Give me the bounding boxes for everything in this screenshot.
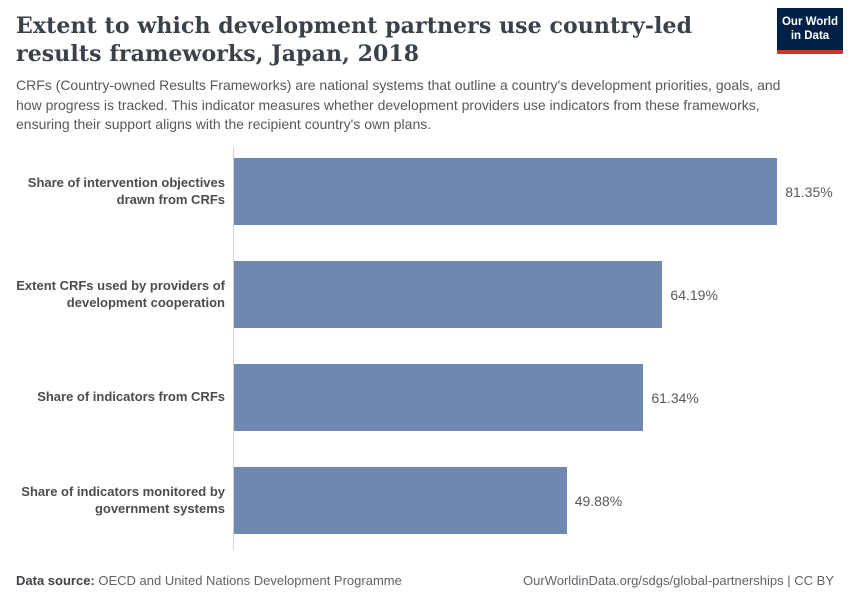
bar-row: Extent CRFs used by providers of develop… [0, 243, 850, 346]
owid-logo: Our World in Data [777, 8, 843, 54]
owid-logo-line1: Our World [781, 16, 838, 28]
y-axis-line [233, 147, 234, 551]
chart-subtitle: CRFs (Country-owned Results Frameworks) … [16, 77, 781, 132]
bar-row: Share of indicators from CRFs 61.34% [0, 346, 850, 449]
bar-rows: Share of intervention objectives drawn f… [0, 140, 850, 552]
attribution: OurWorldinData.org/sdgs/global-partnersh… [523, 573, 834, 588]
bar-zone: 64.19% [233, 243, 850, 346]
bar-row: Share of indicators monitored by governm… [0, 449, 850, 552]
data-source-label: Data source: [16, 573, 95, 588]
bar[interactable] [233, 261, 663, 329]
bar-row: Share of intervention objectives drawn f… [0, 140, 850, 243]
data-source: Data source: OECD and United Nations Dev… [16, 573, 402, 588]
owid-logo-line2: in Data [790, 30, 830, 43]
bar-zone: 61.34% [233, 346, 850, 449]
value-label: 61.34% [651, 389, 699, 406]
owid-logo-text: Our World in Data [777, 8, 843, 50]
header: Extent to which development partners use… [0, 0, 850, 134]
bar-zone: 81.35% [233, 140, 850, 243]
bar[interactable] [233, 364, 644, 432]
value-label: 49.88% [574, 492, 623, 509]
data-source-value: OECD and United Nations Development Prog… [98, 573, 402, 588]
bar[interactable] [233, 467, 567, 535]
footer: Data source: OECD and United Nations Dev… [16, 573, 834, 588]
category-label: Extent CRFs used by providers of develop… [16, 277, 225, 310]
category-label: Share of intervention objectives drawn f… [27, 174, 225, 207]
page-title: Extent to which development partners use… [16, 13, 693, 68]
category-label: Share of indicators from CRFs [37, 389, 225, 405]
bar[interactable] [233, 158, 778, 226]
value-label: 64.19% [670, 286, 718, 303]
bar-zone: 49.88% [233, 449, 850, 552]
bar-chart: Share of intervention objectives drawn f… [0, 140, 850, 552]
owid-logo-accent-bar [777, 49, 843, 54]
category-label: Share of indicators monitored by governm… [21, 483, 225, 516]
value-label: 81.35% [785, 183, 833, 200]
